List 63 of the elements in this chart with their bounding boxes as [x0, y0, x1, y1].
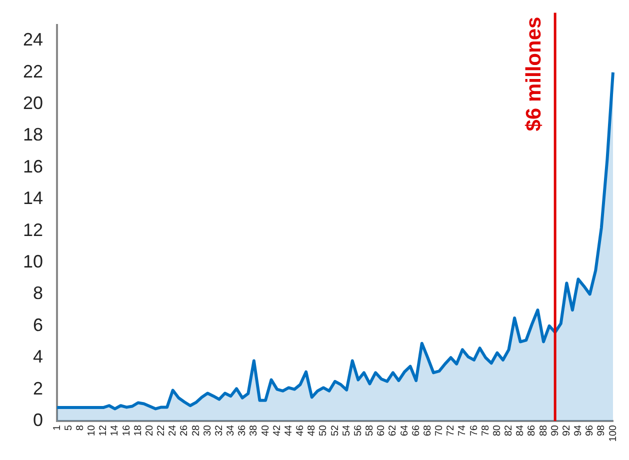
y-tick-label: 12: [22, 220, 43, 240]
y-tick-label: 24: [22, 30, 43, 50]
x-tick-label: 42: [272, 424, 283, 436]
y-tick-label: 0: [32, 410, 43, 430]
x-tick-label: 54: [341, 424, 352, 436]
x-tick-label: 80: [492, 424, 503, 436]
x-tick-label: 64: [399, 424, 410, 436]
x-tick-label: 44: [283, 424, 294, 436]
x-tick-label: 22: [156, 424, 167, 436]
x-tick-label: 10: [86, 424, 98, 436]
x-tick-label: 94: [573, 424, 584, 436]
x-tick-label: 76: [468, 424, 480, 436]
x-tick-label: 32: [214, 424, 225, 436]
x-tick-label: 56: [352, 424, 364, 436]
x-tick-label: 24: [168, 424, 179, 436]
x-tick-label: 18: [132, 424, 144, 436]
x-tick-label: 5: [63, 424, 74, 431]
x-tick-label: 90: [550, 424, 561, 436]
x-tick-label: 36: [237, 424, 248, 436]
x-tick-label: 66: [410, 424, 422, 436]
x-tick-label: 20: [144, 424, 156, 436]
x-tick-label: 46: [295, 424, 306, 436]
x-tick-label: 86: [526, 424, 538, 436]
x-tick-label: 82: [504, 424, 514, 436]
x-tick-label: 38: [248, 424, 260, 436]
y-tick-label: 20: [22, 93, 43, 114]
y-tick-label: 4: [32, 346, 43, 367]
y-tick-label: 6: [32, 314, 43, 335]
y-tick-label: 8: [32, 283, 43, 304]
x-tick-label: 84: [515, 424, 526, 436]
x-tick-label: 30: [202, 424, 214, 436]
x-tick-label: 96: [584, 424, 596, 436]
x-tick-label: 28: [190, 424, 202, 436]
ref-line-label: $6 millones: [522, 16, 546, 132]
x-tick-label: 92: [561, 424, 572, 436]
x-tick-label: 16: [121, 424, 132, 436]
x-tick-label: 68: [422, 424, 434, 436]
y-tick-label: 18: [22, 124, 43, 145]
x-tick-label: 100: [608, 424, 619, 442]
x-tick-label: 70: [434, 424, 445, 436]
x-tick-label: 58: [364, 424, 376, 436]
x-tick-label: 98: [596, 424, 608, 436]
x-tick-label: 1: [52, 424, 63, 431]
x-tick-label: 88: [538, 424, 550, 436]
y-tick-label: 2: [32, 378, 43, 398]
x-tick-label: 78: [480, 424, 492, 436]
x-tick-label: 74: [457, 424, 468, 436]
x-tick-label: 26: [179, 424, 190, 436]
y-tick-label: 22: [22, 61, 43, 82]
y-tick-label: 16: [22, 156, 43, 176]
x-tick-label: 62: [388, 424, 399, 436]
x-tick-label: 72: [446, 424, 457, 436]
y-tick-label: 14: [22, 188, 43, 208]
x-tick-label: 8: [74, 424, 86, 431]
x-tick-label: 14: [110, 424, 121, 436]
x-tick-label: 60: [376, 424, 388, 436]
x-tick-label: 40: [260, 424, 272, 436]
x-tick-label: 12: [98, 424, 110, 436]
x-tick-label: 50: [318, 424, 330, 436]
x-tick-label: 34: [226, 424, 236, 436]
x-tick-label: 52: [330, 424, 341, 436]
y-tick-label: 10: [22, 251, 43, 272]
x-tick-label: 48: [306, 424, 318, 436]
